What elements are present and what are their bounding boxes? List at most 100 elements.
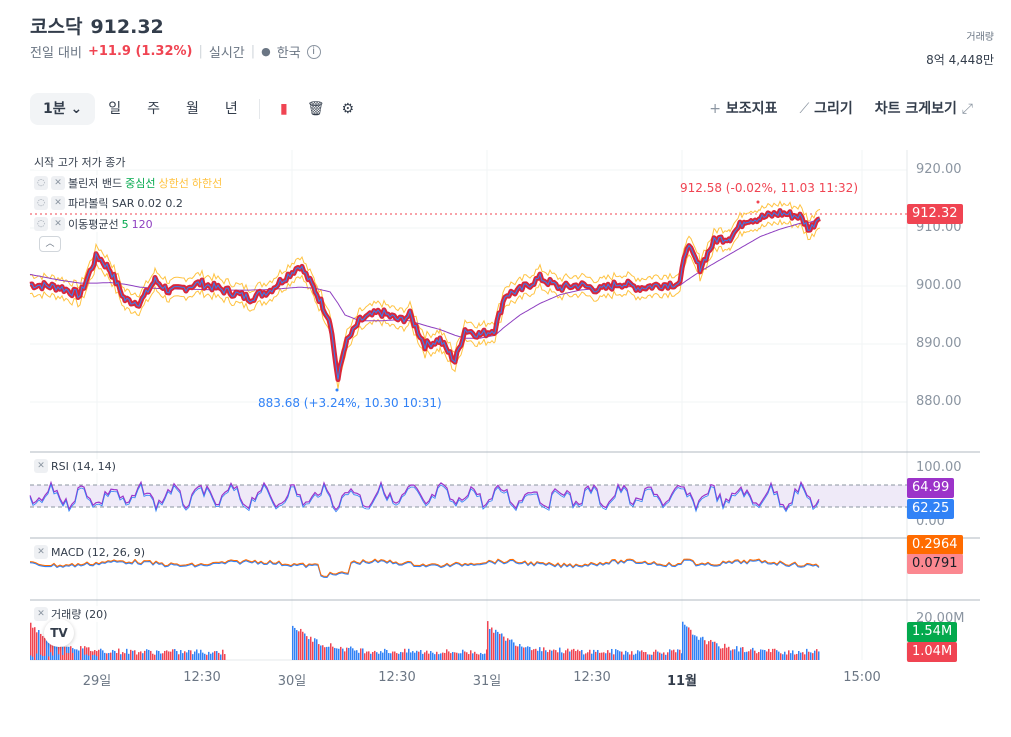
volume-bar — [416, 650, 418, 660]
change-value: +11.9 (1.32%) — [87, 44, 193, 59]
volume-bar — [40, 633, 42, 660]
legend-volume: ✕ 거래량 (20) — [34, 606, 108, 622]
volume-bar — [344, 651, 346, 660]
volume-bar — [726, 647, 728, 660]
volume-bar — [306, 636, 308, 660]
volume-bar — [48, 656, 50, 660]
volume-bar — [613, 654, 615, 660]
volume-bar — [637, 650, 639, 660]
volume-bar — [32, 627, 34, 660]
eye-off-icon[interactable]: ◌ — [34, 176, 48, 190]
volume-bar — [800, 652, 802, 660]
volume-bar — [557, 652, 559, 660]
volume-bar — [412, 651, 414, 660]
volume-bar — [649, 654, 651, 660]
volume-bar — [466, 652, 468, 660]
trash-icon[interactable]: 🗑 — [306, 101, 325, 117]
close-icon[interactable]: ✕ — [34, 545, 48, 559]
volume-bar — [450, 653, 452, 660]
eye-off-icon[interactable]: ◌ — [34, 217, 48, 231]
volume-bar — [669, 649, 671, 660]
legend-ohlc: 시작 고가 저가 종가 — [34, 154, 126, 170]
volume-bar — [436, 651, 438, 660]
price-tick: 900.00 — [916, 278, 962, 293]
volume-bar — [458, 653, 460, 660]
volume-bar — [332, 646, 334, 660]
volume-bar — [794, 654, 796, 660]
volume-bar — [98, 649, 100, 660]
volume-bar — [426, 650, 428, 660]
volume-bar — [80, 646, 82, 660]
close-icon[interactable]: ✕ — [51, 196, 65, 210]
volume-bar — [408, 648, 410, 660]
interval-month[interactable]: 월 — [186, 101, 199, 117]
volume-bar — [573, 648, 575, 660]
interval-week[interactable]: 주 — [147, 101, 161, 117]
volume-bar — [744, 652, 746, 660]
close-icon[interactable]: ✕ — [34, 459, 48, 473]
volume-bar — [762, 649, 764, 660]
close-icon[interactable]: ✕ — [51, 176, 65, 190]
volume-bar — [124, 653, 126, 660]
volume-bar — [86, 647, 88, 660]
interval-1min-dropdown[interactable]: 1분 ⌄ — [30, 93, 96, 125]
interval-day[interactable]: 일 — [108, 101, 122, 117]
volume-bar — [750, 649, 752, 660]
info-icon[interactable]: i — [306, 44, 321, 59]
volume-bar — [661, 653, 663, 660]
volume-bar — [136, 654, 138, 660]
eye-off-icon[interactable]: ◌ — [34, 196, 48, 210]
volume-bar — [655, 649, 657, 660]
volume-bar — [774, 648, 776, 660]
volume-bar — [625, 650, 627, 660]
volume-bar — [468, 654, 470, 660]
legend-rsi: ✕ RSI (14, 14) — [34, 459, 116, 473]
volume-bar — [206, 654, 208, 660]
volume-bar — [708, 641, 710, 660]
volume-bar — [480, 652, 482, 660]
volume-bar — [635, 653, 637, 660]
tradingview-logo[interactable]: TV — [44, 619, 74, 647]
bollinger-lower — [29, 218, 821, 389]
volume-bar — [531, 650, 533, 660]
volume-bar — [464, 651, 466, 660]
candle-type-icon[interactable]: ▮ — [279, 101, 288, 117]
volume-bar — [404, 648, 406, 660]
interval-year[interactable]: 년 — [224, 101, 238, 117]
volume-bar — [555, 650, 557, 660]
draw-button[interactable]: ⟋ 그리기 — [799, 101, 853, 117]
volume-bar — [304, 633, 306, 660]
change-label: 전일 대비 — [30, 46, 82, 61]
stock-title: 코스닥 912.32 — [30, 12, 172, 39]
gear-icon[interactable]: ⚙ — [341, 101, 355, 117]
volume-bar — [740, 647, 742, 660]
volume-bar — [758, 651, 760, 660]
indicators-button[interactable]: + 보조지표 — [709, 101, 778, 117]
close-icon[interactable]: ✕ — [51, 217, 65, 231]
collapse-legend-button[interactable]: ︿ — [39, 236, 61, 252]
rsi-value-tag: 64.99 — [907, 478, 955, 498]
macd-value-tag: 0.2964 — [907, 535, 963, 555]
volume-bar — [134, 650, 136, 660]
volume-bar — [34, 627, 36, 660]
fullscreen-button[interactable]: 차트 크게보기 ⤢ — [874, 101, 973, 117]
volume-bar — [470, 650, 472, 660]
volume-bar — [338, 648, 340, 660]
volume-bar — [525, 647, 527, 660]
volume-bar — [130, 649, 132, 660]
volume-bar — [38, 630, 40, 660]
volume-bar — [216, 651, 218, 660]
close-icon[interactable]: ✕ — [34, 607, 48, 621]
volume-bar — [46, 635, 48, 660]
volume-bar — [746, 651, 748, 660]
volume-bar — [74, 649, 76, 660]
volume-bar — [312, 641, 314, 660]
volume-bar — [66, 652, 68, 660]
volume-bar — [378, 653, 380, 660]
volume-bar — [224, 654, 226, 660]
x-tick: 30일 — [277, 674, 307, 689]
volume-bar — [156, 650, 158, 660]
volume-bar — [128, 653, 130, 660]
volume-bar — [320, 645, 322, 660]
